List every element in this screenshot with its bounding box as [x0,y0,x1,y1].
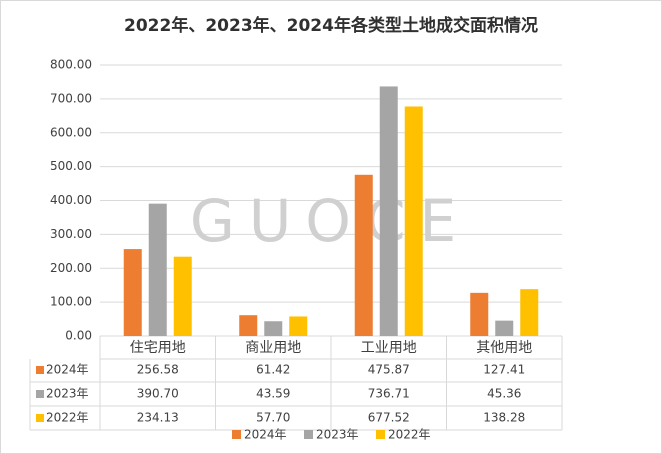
bar [520,289,539,336]
legend-label: 2022年 [388,428,431,442]
y-tick-label: 200.00 [50,261,92,275]
bar [123,249,142,336]
table-cell: 390.70 [137,387,179,401]
y-tick-label: 700.00 [50,91,92,105]
table-cell: 61.42 [256,363,290,377]
bar [173,256,192,336]
table-row-label: 2022年 [46,411,89,425]
bar [264,321,283,336]
y-tick-label: 500.00 [50,159,92,173]
table-row-label: 2024年 [46,363,89,377]
bar [379,86,398,336]
legend-swatch [304,430,313,439]
y-tick-label: 0.00 [65,329,92,343]
bar [289,316,308,336]
x-tick-label: 工业用地 [361,340,417,356]
table-cell: 736.71 [368,387,410,401]
table-cell: 256.58 [137,363,179,377]
table-cell: 234.13 [137,411,179,425]
x-tick-label: 其他用地 [476,340,532,356]
bar [495,320,514,336]
table-cell: 57.70 [256,411,290,425]
bar [354,174,373,336]
bar [239,315,258,336]
chart-title: 2022年、2023年、2024年各类型土地成交面积情况 [124,15,538,36]
y-tick-label: 800.00 [50,58,92,72]
watermark: GUOCE [190,187,470,255]
table-cell: 43.59 [256,387,290,401]
table-cell: 127.41 [483,363,525,377]
y-tick-label: 100.00 [50,295,92,309]
y-tick-label: 300.00 [50,227,92,241]
x-tick-label: 住宅用地 [130,340,186,356]
x-tick-label: 商业用地 [245,340,301,356]
legend-swatch [232,430,241,439]
table-cell: 475.87 [368,363,410,377]
legend-swatch [376,430,385,439]
table-swatch [36,390,44,398]
table-row-label: 2023年 [46,387,89,401]
bar [470,292,489,336]
bar [148,203,167,336]
y-tick-label: 400.00 [50,193,92,207]
y-tick-label: 600.00 [50,125,92,139]
table-swatch [36,414,44,422]
table-cell: 677.52 [368,411,410,425]
legend-label: 2023年 [316,428,359,442]
table-cell: 138.28 [483,411,525,425]
table-cell: 45.36 [487,387,521,401]
table-swatch [36,366,44,374]
bar [404,106,423,336]
legend-label: 2024年 [244,428,287,442]
